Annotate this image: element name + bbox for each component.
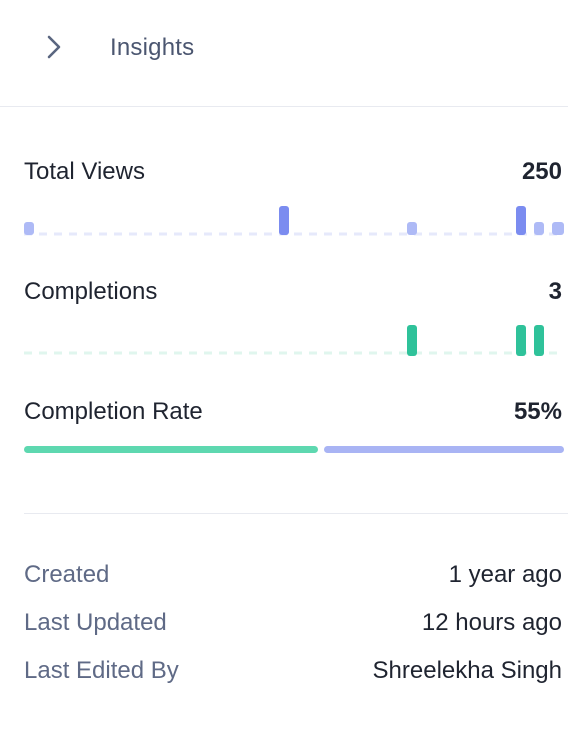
insights-header: Insights bbox=[0, 0, 568, 107]
total-views-bar bbox=[534, 222, 544, 235]
last-edited-by-value: Shreelekha Singh bbox=[372, 657, 562, 684]
chevron-right-icon[interactable] bbox=[44, 34, 64, 60]
panel-title: Insights bbox=[110, 34, 195, 61]
total-views-bar bbox=[24, 222, 34, 235]
section-divider bbox=[24, 513, 568, 514]
created-value: 1 year ago bbox=[448, 561, 562, 588]
last-updated-label: Last Updated bbox=[24, 609, 167, 636]
completions-label: Completions bbox=[24, 278, 158, 305]
total-views-label: Total Views bbox=[24, 158, 145, 185]
total-views-bar bbox=[552, 222, 564, 235]
last-updated-value: 12 hours ago bbox=[421, 609, 562, 636]
total-views-sparkline bbox=[24, 206, 564, 236]
completions-bar bbox=[516, 325, 526, 356]
completion-rate-label: Completion Rate bbox=[24, 398, 203, 425]
completion-rate-value: 55% bbox=[513, 398, 562, 425]
completions-bar bbox=[534, 325, 544, 356]
last-edited-by-label: Last Edited By bbox=[24, 657, 179, 684]
total-views-bar bbox=[279, 206, 289, 235]
created-label: Created bbox=[24, 561, 110, 588]
completions-sparkline bbox=[24, 325, 564, 356]
completion-rate-fill bbox=[24, 446, 318, 453]
completions-bar bbox=[407, 325, 417, 356]
completion-rate-bar bbox=[24, 446, 564, 453]
completion-rate-remainder bbox=[324, 446, 564, 453]
total-views-bar bbox=[407, 222, 417, 235]
total-views-value: 250 bbox=[521, 158, 562, 185]
total-views-bar bbox=[516, 206, 526, 235]
completions-value: 3 bbox=[548, 278, 562, 305]
